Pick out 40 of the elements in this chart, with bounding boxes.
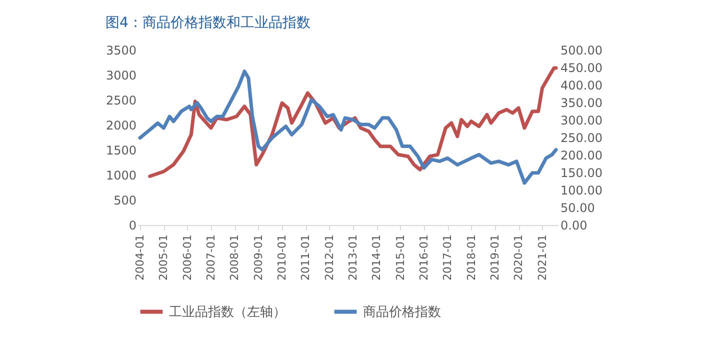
y2-tick-label: 0.00 bbox=[560, 218, 588, 232]
x-tick-label: 2018-01 bbox=[464, 234, 478, 280]
y-tick-label: 3500 bbox=[106, 44, 136, 58]
y2-tick-label: 300.00 bbox=[560, 114, 602, 128]
y2-tick-label: 200.00 bbox=[560, 148, 602, 162]
x-tick-label: 2020-01 bbox=[512, 234, 526, 280]
y2-tick-label: 450.00 bbox=[560, 61, 602, 75]
y-tick-label: 3000 bbox=[106, 68, 136, 82]
y2-tick-label: 250.00 bbox=[560, 131, 602, 145]
x-tick-label: 2008-01 bbox=[228, 234, 242, 280]
chart-title: 图4：商品价格指数和工业品指数 bbox=[105, 15, 310, 31]
legend-label: 商品价格指数 bbox=[363, 304, 441, 320]
y2-tick-label: 500.00 bbox=[560, 44, 602, 58]
y-tick-label: 0 bbox=[128, 218, 136, 232]
legend-label: 工业品指数（左轴） bbox=[169, 304, 286, 320]
y2-tick-label: 100.00 bbox=[560, 184, 602, 198]
x-tick-label: 2007-01 bbox=[204, 234, 218, 280]
x-tick-label: 2005-01 bbox=[157, 234, 170, 280]
x-tick-label: 2017-01 bbox=[441, 234, 454, 280]
y2-tick-label: 150.00 bbox=[560, 166, 602, 180]
y-tick-label: 1000 bbox=[106, 168, 136, 182]
x-tick-label: 2015-01 bbox=[394, 234, 407, 280]
y2-tick-label: 350.00 bbox=[560, 96, 602, 110]
x-tick-label: 2021-01 bbox=[536, 234, 549, 280]
x-tick-label: 2009-01 bbox=[252, 234, 265, 280]
x-tick-label: 2019-01 bbox=[488, 234, 502, 280]
x-tick-label: 2014-01 bbox=[370, 234, 384, 280]
y-tick-label: 1500 bbox=[106, 144, 136, 158]
y2-tick-label: 50.00 bbox=[560, 201, 595, 215]
x-tick-label: 2011-01 bbox=[299, 234, 312, 280]
x-tick-label: 2013-01 bbox=[346, 234, 360, 280]
x-tick-label: 2006-01 bbox=[180, 234, 194, 280]
x-tick-label: 2012-01 bbox=[322, 234, 336, 280]
y-tick-label: 500 bbox=[114, 194, 136, 208]
y2-tick-label: 400.00 bbox=[560, 78, 602, 92]
x-tick-label: 2010-01 bbox=[275, 234, 288, 280]
x-tick-label: 2004-01 bbox=[134, 234, 147, 280]
y-tick-label: 2000 bbox=[106, 118, 136, 132]
x-tick-label: 2016-01 bbox=[417, 234, 430, 280]
y-tick-label: 2500 bbox=[106, 94, 136, 108]
